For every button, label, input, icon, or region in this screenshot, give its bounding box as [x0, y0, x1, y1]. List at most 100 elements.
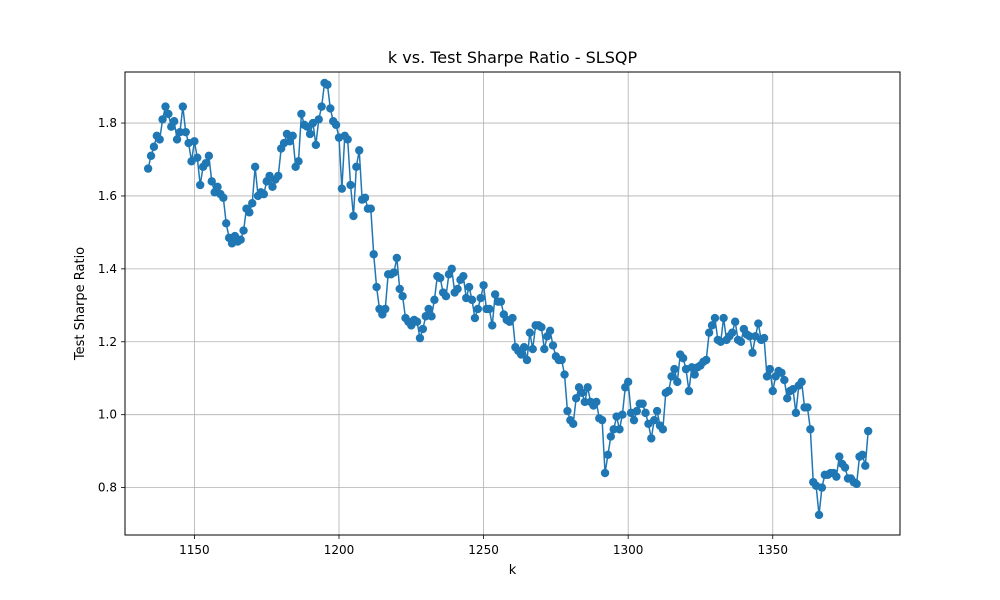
data-point — [259, 189, 269, 199]
data-point — [858, 450, 867, 459]
data-point — [623, 377, 633, 387]
data-point — [337, 184, 347, 193]
grid-lines — [125, 72, 900, 535]
data-point — [560, 370, 569, 379]
data-point — [467, 295, 477, 305]
data-point — [806, 425, 815, 434]
data-point — [615, 425, 624, 434]
data-point — [421, 312, 430, 321]
data-point — [496, 297, 506, 306]
data-point — [349, 211, 358, 221]
data-point — [548, 341, 558, 350]
data-point — [161, 102, 170, 111]
data-point — [525, 328, 535, 337]
data-point — [629, 415, 639, 425]
plot-area-frame — [124, 71, 901, 536]
y-tick-label: 1.2 — [98, 335, 117, 349]
data-point — [702, 355, 711, 365]
data-point — [222, 219, 231, 228]
data-point — [427, 312, 436, 321]
data-point — [149, 142, 159, 151]
data-point — [710, 313, 720, 323]
data-point — [652, 406, 662, 416]
data-point — [476, 293, 485, 303]
data-point — [268, 182, 277, 192]
data-point — [719, 313, 728, 323]
data-point — [436, 273, 445, 283]
x-tick-label: 1350 — [757, 543, 788, 557]
data-point — [557, 355, 566, 365]
data-point — [563, 406, 572, 416]
data-point — [600, 468, 610, 478]
data-point — [488, 321, 497, 330]
data-point — [597, 415, 607, 425]
data-point — [678, 353, 688, 363]
data-point — [609, 425, 618, 434]
data-point — [618, 410, 627, 419]
data-point — [331, 120, 341, 130]
data-point — [814, 510, 824, 520]
data-point — [508, 313, 517, 323]
data-point — [297, 109, 306, 119]
y-tick-label: 1.0 — [98, 408, 117, 422]
data-point — [172, 135, 182, 144]
data-point — [311, 140, 321, 150]
data-point — [164, 109, 173, 119]
x-tick-label: 1300 — [613, 543, 644, 557]
data-point — [704, 328, 714, 337]
data-point — [288, 131, 297, 140]
data-point — [485, 304, 494, 314]
data-point — [603, 450, 613, 459]
data-point — [352, 162, 361, 171]
data-point — [768, 386, 777, 396]
data-point — [355, 146, 364, 155]
x-tick-label: 1150 — [179, 543, 210, 557]
x-axis-label: k — [509, 563, 517, 578]
data-point — [728, 328, 737, 337]
data-point — [641, 408, 650, 418]
data-point — [540, 344, 549, 354]
data-point — [447, 264, 456, 274]
chart-title: k vs. Test Sharpe Ratio - SLSQP — [388, 48, 638, 67]
data-point — [606, 432, 616, 441]
data-point — [346, 180, 355, 190]
data-point — [464, 282, 474, 292]
data-point — [155, 135, 164, 144]
data-point — [459, 271, 468, 281]
data-point — [314, 115, 323, 124]
data-point — [664, 386, 673, 396]
data-point — [317, 102, 326, 111]
data-point — [219, 193, 228, 202]
data-point — [791, 408, 801, 418]
data-point — [305, 129, 315, 139]
data-point — [730, 317, 740, 326]
data-point — [519, 343, 529, 352]
data-point — [178, 102, 188, 111]
data-point — [537, 323, 546, 332]
data-point — [453, 284, 462, 294]
data-point — [650, 415, 659, 425]
data-point — [571, 394, 581, 403]
data-point — [745, 332, 754, 341]
data-point — [545, 326, 555, 336]
data-point — [470, 313, 480, 323]
data-point — [395, 284, 404, 294]
data-point — [592, 397, 601, 407]
data-point — [392, 253, 402, 263]
data-point — [687, 363, 696, 372]
data-point — [326, 104, 335, 113]
data-point — [398, 292, 407, 301]
data-point — [158, 115, 167, 124]
x-tick-label: 1250 — [468, 543, 499, 557]
data-point — [360, 193, 370, 202]
data-point — [580, 397, 589, 407]
data-point — [817, 483, 827, 492]
y-tick-label: 1.4 — [98, 262, 117, 276]
data-point — [777, 368, 786, 377]
data-point — [490, 290, 500, 299]
data-point — [250, 162, 260, 171]
data-point — [852, 479, 861, 489]
data-point — [736, 337, 746, 346]
data-point — [759, 333, 769, 343]
data-point — [412, 317, 422, 326]
